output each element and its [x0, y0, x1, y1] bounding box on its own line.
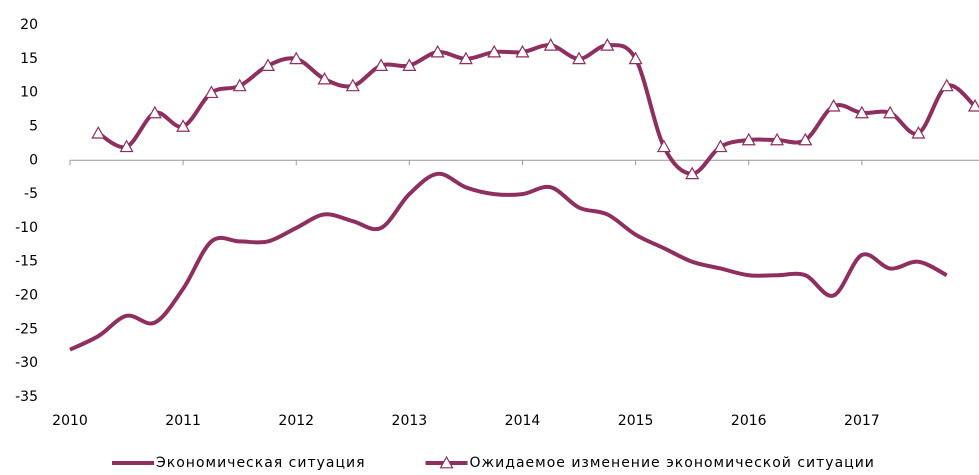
marker: [826, 98, 841, 112]
marker: [430, 44, 445, 58]
marker: [232, 78, 247, 92]
marker: [798, 132, 813, 146]
x-tick-label: 2014: [505, 413, 541, 429]
series-line: [69, 171, 948, 352]
marker: [204, 85, 219, 99]
marker: [628, 51, 643, 65]
y-tick-label: -10: [15, 220, 38, 236]
marker: [147, 105, 162, 119]
marker: [656, 139, 671, 153]
marker: [260, 58, 275, 71]
y-tick-label: -25: [15, 321, 38, 337]
marker: [741, 132, 756, 146]
y-tick-label: 20: [20, 17, 38, 33]
marker: [883, 105, 898, 119]
y-tick-label: -20: [15, 288, 38, 304]
marker: [91, 125, 106, 139]
marker: [317, 71, 332, 85]
marker: [600, 38, 615, 51]
marker: [713, 139, 728, 153]
y-tick-label: -5: [24, 186, 38, 202]
marker: [770, 132, 785, 146]
marker: [374, 58, 389, 71]
marker: [911, 125, 926, 139]
y-tick-label: -35: [15, 389, 38, 405]
legend-label: Ожидаемое изменение экономической ситуац…: [470, 455, 875, 471]
marker: [939, 78, 954, 92]
y-tick-label: 5: [29, 118, 38, 134]
y-tick-label: 0: [29, 152, 38, 168]
marker: [685, 166, 700, 180]
marker: [176, 119, 191, 132]
x-tick-label: 2015: [618, 413, 654, 429]
y-tick-label: 10: [20, 85, 38, 101]
x-tick-label: 2017: [844, 413, 880, 429]
marker: [487, 44, 502, 58]
y-tick-label: -15: [15, 254, 38, 270]
x-tick-label: 2010: [52, 413, 88, 429]
marker: [402, 58, 417, 71]
marker: [119, 139, 134, 153]
marker: [967, 98, 979, 112]
legend-label: Экономическая ситуация: [156, 455, 366, 471]
y-tick-label: -30: [15, 355, 38, 371]
marker: [572, 51, 587, 65]
series-line: [97, 43, 977, 176]
y-tick-label: 15: [20, 51, 38, 67]
marker: [458, 51, 473, 65]
marker: [543, 38, 558, 51]
x-tick-label: 2016: [731, 413, 767, 429]
marker: [345, 78, 360, 92]
marker: [854, 105, 869, 119]
marker: [515, 44, 530, 58]
x-tick-label: 2013: [392, 413, 428, 429]
x-tick-label: 2011: [165, 413, 201, 429]
x-tick-label: 2012: [278, 413, 314, 429]
marker: [289, 51, 304, 65]
legend-marker: [439, 455, 454, 469]
